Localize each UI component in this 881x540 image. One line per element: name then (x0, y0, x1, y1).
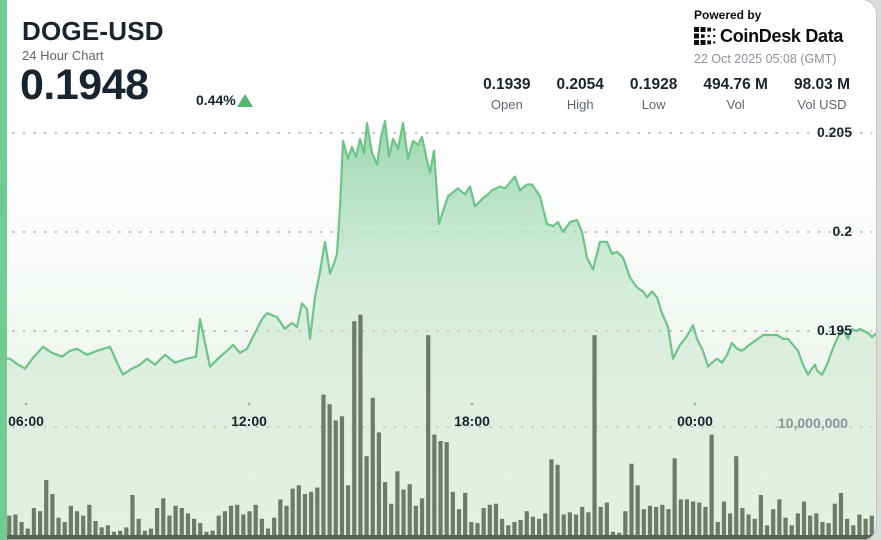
accent-stripe (0, 0, 7, 540)
